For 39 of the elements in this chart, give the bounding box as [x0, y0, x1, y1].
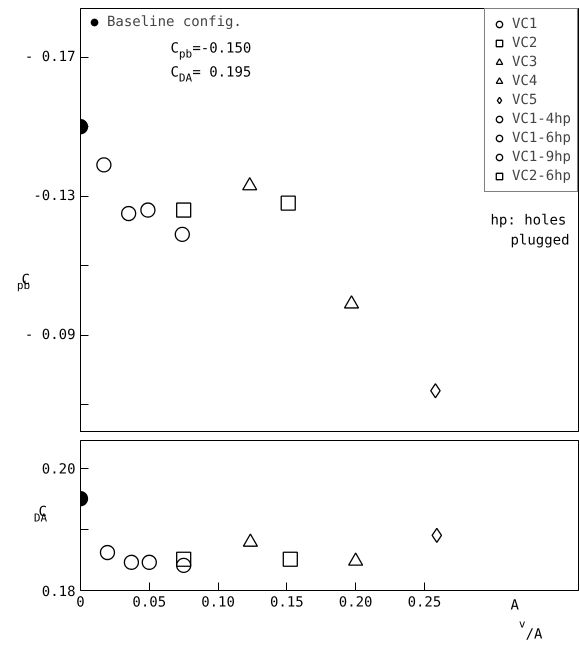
point: [176, 552, 192, 567]
x-tick-label: 0.10: [201, 594, 235, 610]
y-tick-label: -0.13: [33, 188, 76, 204]
legend-label: VC5: [512, 91, 538, 109]
y-tick-label: 0.20: [42, 462, 76, 478]
point: [142, 554, 157, 570]
point: [430, 383, 441, 398]
legend-label: VC1-9hp: [512, 148, 571, 166]
legend-label: VC1-6hp: [512, 129, 571, 147]
x-tick-label: 0.15: [270, 594, 304, 610]
text: =-0.150: [192, 40, 252, 56]
point: [280, 195, 296, 211]
legend-label: VC1-4hp: [512, 110, 571, 128]
annotation: hp: holes: [490, 212, 566, 228]
y-tick-label: 0.18: [42, 584, 76, 600]
point: [100, 544, 116, 560]
point: [174, 226, 190, 242]
annotation: plugged: [510, 232, 570, 248]
point: [176, 558, 192, 574]
y-tick-label: - 0.09: [24, 327, 76, 344]
legend-label: VC2: [512, 34, 538, 52]
legend-label: VC3: [512, 53, 538, 71]
legend-label: VC2-6hp: [512, 167, 571, 185]
point: [121, 206, 136, 222]
x-tick-label: 0.20: [338, 594, 372, 610]
legend-label: VC4: [512, 72, 538, 90]
y-axis-title: CDA: [34, 504, 48, 524]
point: [124, 554, 140, 570]
x-tick-label: 0: [76, 594, 85, 610]
x-tick-label: 0.05: [132, 594, 166, 610]
x-tick-label: 0.25: [408, 594, 442, 610]
point: [176, 202, 192, 218]
point: [282, 552, 298, 567]
y-tick-label: - 0.17: [24, 49, 76, 66]
point: [140, 202, 156, 218]
legend-label: VC1: [512, 15, 538, 33]
point: [431, 528, 442, 544]
point: [96, 157, 112, 173]
legend-label: Baseline config.: [107, 14, 242, 30]
